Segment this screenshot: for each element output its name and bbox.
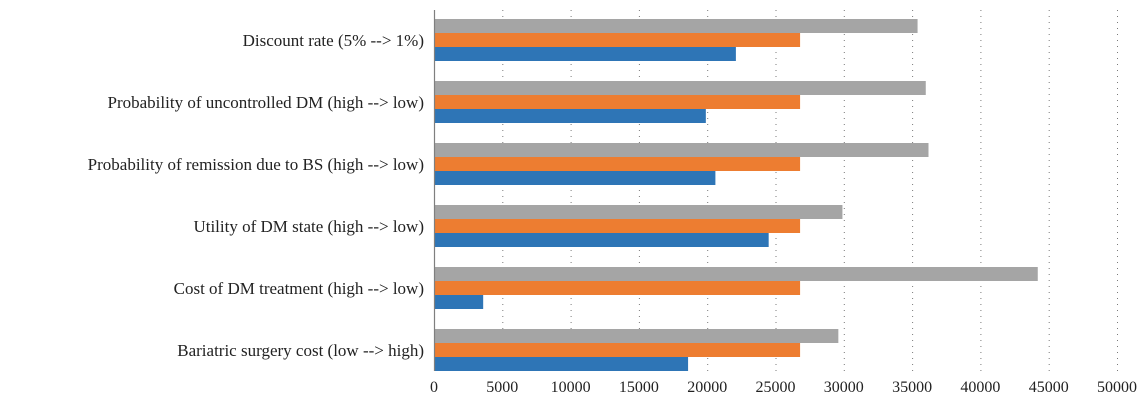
x-tick-label: 40000 [960,379,1000,396]
grid-layer [502,10,1118,371]
bar-1-2 [435,81,926,95]
bar-3-5 [435,295,484,309]
bar-1-3 [435,143,929,157]
bar-3-2 [435,109,706,123]
bar-2-2 [435,95,801,109]
category-label-layer: Discount rate (5% --> 1%) Probability of … [88,31,424,360]
bar-3-4 [435,233,769,247]
category-label: Utility of DM state (high --> low) [193,217,424,236]
category-label: Cost of DM treatment (high --> low) [174,279,424,298]
x-tick-label: 5000 [486,379,518,396]
bar-2-4 [435,219,801,233]
x-tick-label: 45000 [1029,379,1069,396]
bar-1-5 [435,267,1038,281]
bar-2-3 [435,157,801,171]
x-tick-label: 50000 [1097,379,1137,396]
bar-layer [435,19,1038,371]
x-tick-label: 0 [430,379,438,396]
x-tick-label: 15000 [619,379,659,396]
category-label: Discount rate (5% --> 1%) [243,31,424,50]
x-tick-label: 20000 [687,379,727,396]
bar-3-6 [435,357,689,371]
category-label: Probability of remission due to BS (high… [88,155,424,174]
bar-2-6 [435,343,801,357]
x-tick-label: 35000 [892,379,932,396]
category-label: Probability of uncontrolled DM (high -->… [108,93,424,112]
bar-3-3 [435,171,716,185]
bar-1-6 [435,329,839,343]
bar-1-4 [435,205,843,219]
x-tick-label: 30000 [824,379,864,396]
category-label: Bariatric surgery cost (low --> high) [177,341,424,360]
x-tick-label-layer: 0 5000 10000 15000 20000 25000 30000 35000 40000… [430,379,1137,396]
bar-2-1 [435,33,801,47]
bar-1-1 [435,19,918,33]
x-tick-label: 10000 [551,379,591,396]
x-tick-label: 25000 [756,379,796,396]
bar-3-1 [435,47,736,61]
bar-2-5 [435,281,801,295]
